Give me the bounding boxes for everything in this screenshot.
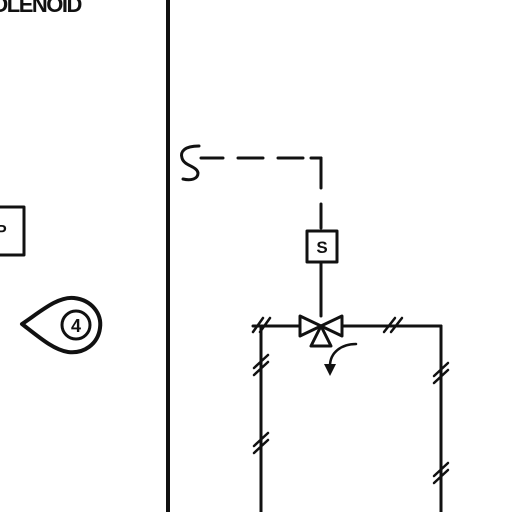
pointer-balloon-icon [20, 295, 103, 355]
control-dashed-line [199, 156, 323, 230]
callout-balloon: 4 [20, 295, 103, 355]
pipe-break-hash-icon [251, 316, 450, 485]
pipe-network [251, 324, 443, 512]
left-edge-box: P [0, 205, 26, 257]
title-fragment: SOLENOID [0, 0, 82, 17]
solenoid-box: S [305, 229, 339, 264]
solenoid-label: S [316, 238, 327, 257]
three-way-valve-icon [298, 314, 344, 348]
left-edge-box-label: P [0, 223, 7, 240]
callout-number: 4 [71, 316, 81, 336]
curved-flow-arrow-icon [324, 342, 358, 376]
signal-hook [180, 144, 201, 182]
